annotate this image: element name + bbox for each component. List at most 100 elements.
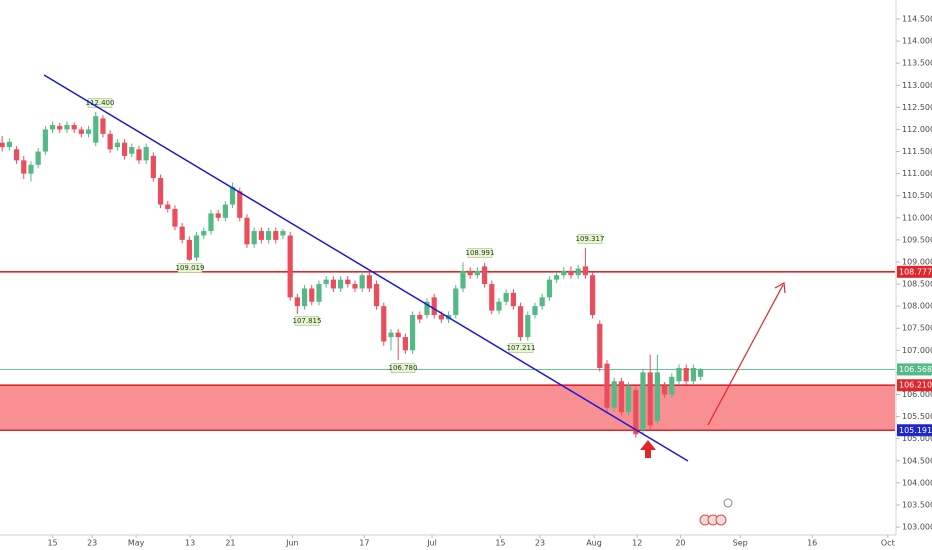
candle-body [388,332,394,338]
candle-body [517,306,524,338]
level-tag-label: 106.568 [899,365,932,374]
candle-body [553,275,560,280]
x-tick-label: May [128,539,145,548]
candle-body [301,288,308,307]
candle-body [121,142,128,156]
y-tick-label: 114.000 [902,37,932,46]
x-tick-label: Jun [285,539,299,548]
candle-body [510,292,516,307]
y-tick-label: 108.000 [902,302,932,311]
candle-body [258,231,264,240]
x-tick-label: 21 [225,539,235,548]
candle-body [114,142,120,148]
candle-body [402,337,408,351]
candle-body [208,213,214,232]
candle-body [640,372,646,430]
candle-body [172,208,178,227]
candle-body [597,323,603,369]
annotation-box [87,98,113,108]
up-arrow [640,440,656,458]
candle-body [618,381,624,413]
zone-layer [0,271,895,432]
support-zone [0,385,895,431]
candle-body [633,390,639,435]
candle-body [589,275,596,315]
trend-line [43,74,689,462]
x-tick-label: Oct [881,539,895,548]
candle-body [294,297,300,307]
candle-body [431,297,437,315]
level-tag [897,424,932,437]
candle-body [359,275,365,289]
candle-body [661,385,668,395]
level-tag-label: 105.191 [899,426,932,435]
candle-body [683,368,689,382]
y-tick-label: 105.000 [902,434,932,443]
annotation: 108.991 [466,249,495,257]
candle-body [481,266,488,285]
candle-body [71,125,77,130]
candle-body [287,235,293,298]
y-tick-label: 106.000 [902,390,932,399]
y-tick-label: 103.000 [902,523,932,532]
candle-body [568,270,574,276]
x-tick-label: 20 [675,539,685,548]
candle-body [179,226,185,240]
candle-body [57,125,63,130]
candle-body [100,118,106,134]
candle-body [409,314,416,351]
candle-body [611,381,617,408]
y-tick-label: 112.000 [902,125,932,134]
candle-body [237,191,243,218]
x-tick-label: 13 [185,539,195,548]
x-tick-label: Sep [733,539,748,548]
candle-body [186,239,192,260]
candle-body [453,288,459,315]
candle-body [525,314,531,338]
candle-body [575,268,581,276]
candle-body [417,314,423,320]
annotation-box [508,343,534,353]
candle-body [625,385,632,413]
candle-body [690,368,696,382]
event-icon [715,514,727,526]
y-tick-label: 109.500 [902,235,932,244]
candle-body [395,332,401,338]
x-tick-label: 15 [47,539,57,548]
y-tick-label: 110.000 [902,213,932,222]
candle-body [438,314,444,320]
annotation-box [577,234,603,244]
candle-body [539,297,545,307]
candle-body [345,279,351,285]
x-tick-label: Aug [586,539,602,548]
candle-body [13,149,20,161]
y-tick-label: 105.500 [902,412,932,421]
candle-body [129,147,135,154]
annotation: 106.780 [389,364,418,372]
annotation: 109.317 [576,235,605,243]
level-tag [897,379,932,392]
candle-body [496,301,502,311]
candles: 112.400 109.019 107.815 106.780 108.991 107.2… [0,98,704,438]
candle-body [35,151,41,165]
axes: 103.000 103.500 104.000 104.500 105.000 105.5… [47,14,932,548]
y-tick-label: 110.500 [902,191,932,200]
annotation: 107.815 [293,317,322,325]
candle-body [604,363,610,408]
candle-body [309,288,315,302]
candle-body [373,284,380,307]
y-tick-label: 107.500 [902,324,932,333]
candle-body [280,231,286,236]
candle-body [669,376,675,395]
y-tick-label: 103.500 [902,500,932,509]
annotation-box [390,363,416,373]
y-tick-label: 104.500 [902,456,932,465]
candle-body [42,129,48,152]
candle-body [654,372,660,422]
x-tick-label: 16 [807,539,817,548]
candle-body [222,204,228,218]
x-tick-label: 15 [495,539,505,548]
candle-body [273,231,279,240]
